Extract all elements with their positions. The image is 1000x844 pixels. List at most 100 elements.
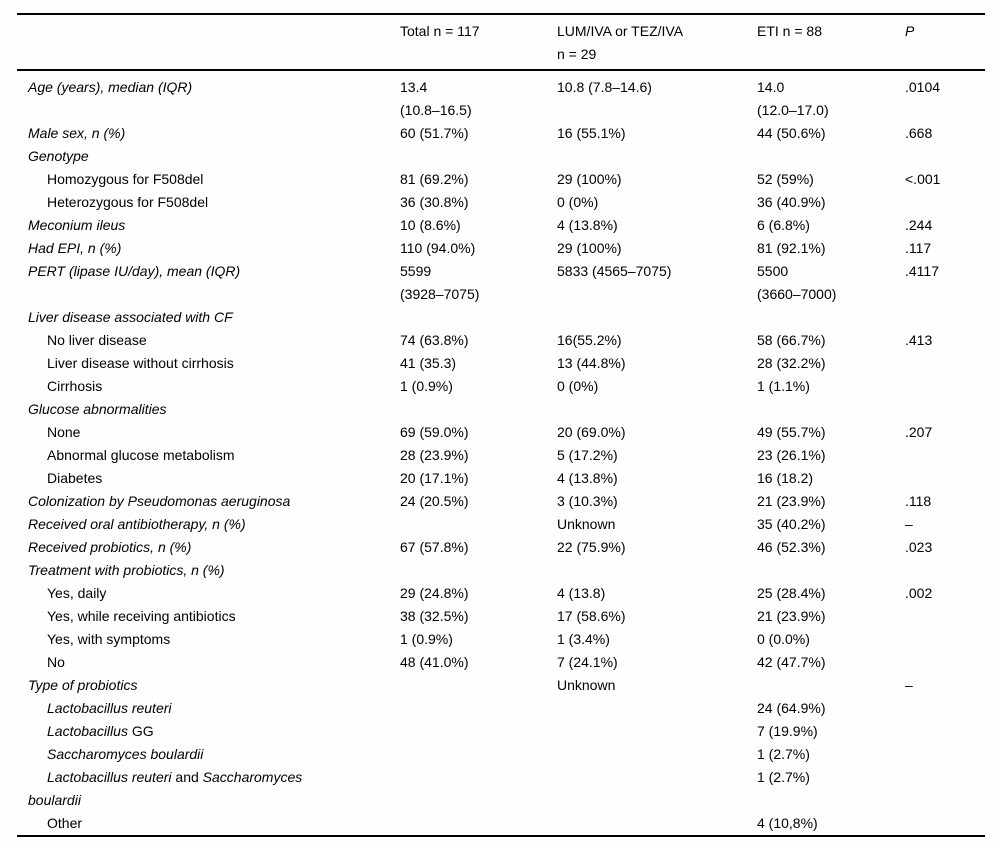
cell-p-value xyxy=(905,444,985,467)
row-label-text-italic: Received oral antibiotherapy, n (%) xyxy=(28,516,246,532)
row-label-text-italic: boulardii xyxy=(28,792,81,808)
cell-eti: 23 (26.1%) xyxy=(757,447,826,463)
cell-eti: 58 (66.7%) xyxy=(757,332,826,348)
cell-p-value: .413 xyxy=(905,332,933,348)
cell-lum-tez: Unknown xyxy=(557,677,616,693)
row-label: Abnormal glucose metabolism xyxy=(17,444,400,467)
cell-p-value xyxy=(905,559,985,582)
cell-total: 36 (30.8%) xyxy=(400,194,469,210)
cell-total xyxy=(400,743,557,766)
cell-total: 38 (32.5%) xyxy=(400,608,469,624)
row-label-text-italic: Saccharomyces boulardii xyxy=(47,746,204,762)
row-label: Had EPI, n (%) xyxy=(17,237,400,260)
cell-total: 81 (69.2%) xyxy=(400,171,469,187)
row-label-text: Other xyxy=(47,815,83,831)
table-row: Other 4 (10,8%) xyxy=(17,812,985,836)
cell-total xyxy=(400,306,557,329)
row-label: Yes, with symptoms xyxy=(17,628,400,651)
row-label-text: Yes, while receiving antibiotics xyxy=(47,608,236,624)
table-row: Type of probiotics Unknown – xyxy=(17,674,985,697)
row-label: No xyxy=(17,651,400,674)
row-label: Homozygous for F508del xyxy=(17,168,400,191)
row-label-text-italic: Colonization by Pseudomonas aeruginosa xyxy=(28,493,291,509)
table-row: Lactobacillus reuteri 24 (64.9%) xyxy=(17,697,985,720)
table-row: Yes, while receiving antibiotics 38 (32.5… xyxy=(17,605,985,628)
cell-lum-tez xyxy=(557,720,757,743)
row-label: Treatment with probiotics, n (%) xyxy=(17,559,400,582)
table-row: Diabetes 20 (17.1%) 4 (13.8%) 16 (18.2) xyxy=(17,467,985,490)
row-label-text: No xyxy=(47,654,65,670)
cell-lum-tez: 0 (0%) xyxy=(557,194,599,210)
cell-total: 67 (57.8%) xyxy=(400,539,469,555)
cell-eti: 4 (10,8%) xyxy=(757,815,818,831)
table-row: Meconium ileus 10 (8.6%) 4 (13.8%) 6 (6.8%)… xyxy=(17,214,985,237)
cell-p-value xyxy=(905,766,985,812)
cell-eti: 21 (23.9%) xyxy=(757,493,826,509)
table-header: Total n = 117 LUM/IVA or TEZ/IVA n = 29 … xyxy=(17,14,985,71)
cell-p-value: .118 xyxy=(905,493,932,509)
cell-lum-tez: 1 (3.4%) xyxy=(557,631,610,647)
cell-p-value xyxy=(905,191,985,214)
row-label-text-italic: Meconium ileus xyxy=(28,217,126,233)
cell-eti: 21 (23.9%) xyxy=(757,608,826,624)
cell-lum-tez: Unknown xyxy=(557,516,616,532)
table-row: Colonization by Pseudomonas aeruginosa 24… xyxy=(17,490,985,513)
cell-total xyxy=(400,812,557,836)
cell-eti: 1 (1.1%) xyxy=(757,378,810,394)
row-label-text-italic: PERT (lipase IU/day), mean (IQR) xyxy=(28,263,241,279)
row-label: Lactobacillus GG xyxy=(17,720,400,743)
table-row: Glucose abnormalities xyxy=(17,398,985,421)
cell-lum-tez: 4 (13.8%) xyxy=(557,470,618,486)
cell-p-value: .244 xyxy=(905,217,933,233)
cell-total: 1 (0.9%) xyxy=(400,378,453,394)
cell-total: 29 (24.8%) xyxy=(400,585,469,601)
table-row: Age (years), median (IQR) 13.4 (10.8–16.5… xyxy=(17,70,985,122)
row-label-text-italic: Received probiotics, n (%) xyxy=(28,539,192,555)
cell-p-value xyxy=(905,812,985,836)
header-p-value-column: P xyxy=(905,14,985,71)
cell-eti xyxy=(757,398,905,421)
cell-lum-tez: 22 (75.9%) xyxy=(557,539,626,555)
cell-lum-tez: 29 (100%) xyxy=(557,171,622,187)
row-label-text-italic: Saccharomyces xyxy=(202,769,303,785)
cell-lum-tez xyxy=(557,559,757,582)
header-total-column: Total n = 117 xyxy=(400,14,557,71)
cell-lum-tez xyxy=(557,812,757,836)
cell-lum-tez xyxy=(557,697,757,720)
table-row: Male sex, n (%) 60 (51.7%) 16 (55.1%) 44 (5… xyxy=(17,122,985,145)
cell-lum-tez: 5 (17.2%) xyxy=(557,447,618,463)
patient-characteristics-table: Total n = 117 LUM/IVA or TEZ/IVA n = 29 … xyxy=(17,13,985,837)
cell-p-value: .668 xyxy=(905,125,933,141)
table-row: Genotype xyxy=(17,145,985,168)
cell-total xyxy=(400,145,557,168)
row-label-text-italic: Lactobacillus xyxy=(47,723,128,739)
cell-lum-tez: 0 (0%) xyxy=(557,378,599,394)
cell-lum-tez: 10.8 (7.8–14.6) xyxy=(557,79,652,95)
table-row: Heterozygous for F508del 36 (30.8%) 0 (0%)… xyxy=(17,191,985,214)
cell-eti: 1 (2.7%) xyxy=(757,746,810,762)
cell-p-value: .4117 xyxy=(905,263,939,279)
row-label: Type of probiotics xyxy=(17,674,400,697)
cell-eti xyxy=(757,559,905,582)
cell-eti: 46 (52.3%) xyxy=(757,539,826,555)
cell-lum-tez: 13 (44.8%) xyxy=(557,355,626,371)
cell-total: 110 (94.0%) xyxy=(400,240,476,256)
row-label: Other xyxy=(17,812,400,836)
cell-total: 74 (63.8%) xyxy=(400,332,469,348)
cell-eti: 7 (19.9%) xyxy=(757,723,818,739)
table-row: Received oral antibiotherapy, n (%) Unkno… xyxy=(17,513,985,536)
cell-eti xyxy=(757,145,905,168)
row-label: Liver disease associated with CF xyxy=(17,306,400,329)
table-row: None 69 (59.0%) 20 (69.0%) 49 (55.7%) .207 xyxy=(17,421,985,444)
row-label-text-italic: Type of probiotics xyxy=(28,677,138,693)
cell-eti: 16 (18.2) xyxy=(757,470,814,486)
row-label: Genotype xyxy=(17,145,400,168)
row-label-text-italic: Age (years), median (IQR) xyxy=(28,79,193,95)
cell-eti: 35 (40.2%) xyxy=(757,516,826,532)
row-label: None xyxy=(17,421,400,444)
cell-total xyxy=(400,559,557,582)
row-label-text: Liver disease without cirrhosis xyxy=(47,355,234,371)
row-label-text-italic: Liver disease associated with CF xyxy=(28,309,233,325)
row-label-text-italic: Had EPI, n (%) xyxy=(28,240,122,256)
